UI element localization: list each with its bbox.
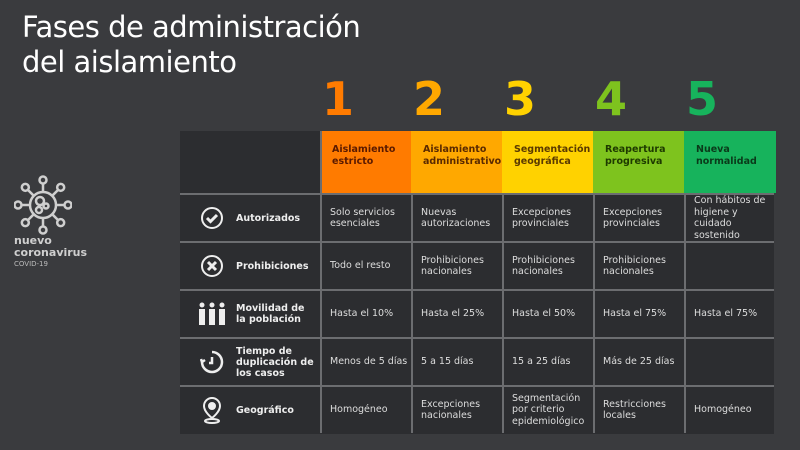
check-circle-icon (198, 206, 226, 230)
table-row: Geográfico Homogéneo Excepciones nacionale… (180, 385, 774, 433)
logo-line-2: coronavirus (14, 246, 88, 259)
table-cell: Solo servicios esenciales (320, 195, 411, 241)
table-cell: Excepciones provinciales (593, 195, 684, 241)
cell-text: Hasta el 75% (694, 308, 758, 320)
divider (320, 131, 322, 193)
cell-text: 15 a 25 días (512, 356, 571, 368)
table-cell: 5 a 15 días (411, 339, 502, 385)
phase-number-1: 1 (322, 72, 355, 126)
cell-text: Hasta el 50% (512, 308, 576, 320)
logo-line-1: nuevo (14, 234, 52, 247)
phase-header-2: Aislamiento administrativo (411, 131, 502, 193)
phase-header-5: Nueva normalidad (684, 131, 776, 193)
row-label-text: Movilidad de la población (236, 303, 305, 325)
cell-text: Más de 25 días (603, 356, 675, 368)
table-cell: Más de 25 días (593, 339, 684, 385)
row-label-text: Prohibiciones (236, 260, 309, 272)
covid-logo: nuevo coronavirus COVID-19 (14, 175, 94, 268)
cell-text: 5 a 15 días (421, 356, 474, 368)
cell-text: Menos de 5 días (330, 356, 408, 368)
row-label-text: Autorizados (236, 212, 301, 224)
table-cell: Excepciones nacionales (411, 387, 502, 433)
table-cell: Hasta el 75% (684, 291, 775, 337)
phase-number-3: 3 (504, 72, 537, 126)
cell-text: Prohibiciones nacionales (512, 254, 575, 278)
table-row: Movilidad de la población Hasta el 10% Has… (180, 289, 774, 337)
phase-header-4: Reapertura progresiva (593, 131, 684, 193)
phase-header-1: Aislamiento estricto (320, 131, 411, 193)
people-icon (198, 302, 226, 326)
virus-icon (14, 175, 72, 235)
table-cell (684, 339, 775, 385)
phase-number-2: 2 (413, 72, 446, 126)
table-cell (684, 243, 775, 289)
cell-text: Prohibiciones nacionales (421, 254, 484, 278)
row-label: Movilidad de la población (180, 291, 320, 337)
x-circle-icon (198, 254, 226, 278)
table-cell: Hasta el 50% (502, 291, 593, 337)
table-row: Tiempo de duplicación de los casos Menos … (180, 337, 774, 385)
table-cell: Hasta el 75% (593, 291, 684, 337)
row-label: Prohibiciones (180, 243, 320, 289)
table-cell: Todo el resto (320, 243, 411, 289)
row-label: Geográfico (180, 387, 320, 433)
cell-text: Hasta el 25% (421, 308, 485, 320)
table-cell: Hasta el 25% (411, 291, 502, 337)
cell-text: Hasta el 10% (330, 308, 394, 320)
cell-text: Todo el resto (330, 260, 391, 272)
page-title: Fases de administración del aislamiento (22, 10, 361, 80)
cell-text: Hasta el 75% (603, 308, 667, 320)
cell-text: Excepciones nacionales (421, 398, 481, 422)
table-cell: Menos de 5 días (320, 339, 411, 385)
row-label-text: Tiempo de duplicación de los casos (236, 345, 314, 379)
table-cell: Prohibiciones nacionales (593, 243, 684, 289)
table-cell: Excepciones provinciales (502, 195, 593, 241)
logo-line-3: COVID-19 (14, 260, 48, 268)
phase-number-4: 4 (595, 72, 628, 126)
table-cell: Homogéneo (320, 387, 411, 433)
cell-text: Homogéneo (694, 404, 752, 416)
title-line-2: del aislamiento (22, 45, 237, 79)
title-line-1: Fases de administración (22, 10, 361, 44)
row-label-text: Geográfico (236, 404, 294, 416)
cell-text: Prohibiciones nacionales (603, 254, 666, 278)
phase-header-3: Segmentación geográfica (502, 131, 593, 193)
table-cell: Segmentación por criterio epidemiológico (502, 387, 593, 433)
table-cell: Prohibiciones nacionales (502, 243, 593, 289)
table-cell: Prohibiciones nacionales (411, 243, 502, 289)
cell-text: Restricciones locales (603, 398, 666, 422)
table-cell: Restricciones locales (593, 387, 684, 433)
row-label: Autorizados (180, 195, 320, 241)
cell-text: Solo servicios esenciales (330, 206, 395, 230)
cell-text: Con hábitos de higiene y cuidado sosteni… (694, 195, 766, 241)
table-cell: Con hábitos de higiene y cuidado sosteni… (684, 195, 775, 241)
cell-text: Excepciones provinciales (512, 206, 572, 230)
cell-text: Excepciones provinciales (603, 206, 663, 230)
cell-text: Nuevas autorizaciones (421, 206, 491, 230)
table-cell: Hasta el 10% (320, 291, 411, 337)
table-row: Prohibiciones Todo el resto Prohibiciones … (180, 241, 774, 289)
cell-text: Segmentación por criterio epidemiológico (512, 392, 585, 427)
cell-text: Homogéneo (330, 404, 388, 416)
phases-table: Aislamiento estricto Aislamiento administ… (180, 131, 776, 434)
table-cell: Homogéneo (684, 387, 775, 433)
table-cell: 15 a 25 días (502, 339, 593, 385)
timer-icon (198, 350, 226, 374)
table-row: Autorizados Solo servicios esenciales Nuev… (180, 193, 774, 241)
table-cell: Nuevas autorizaciones (411, 195, 502, 241)
phase-number-5: 5 (686, 72, 719, 126)
row-label: Tiempo de duplicación de los casos (180, 339, 320, 385)
location-pin-icon (198, 396, 226, 424)
